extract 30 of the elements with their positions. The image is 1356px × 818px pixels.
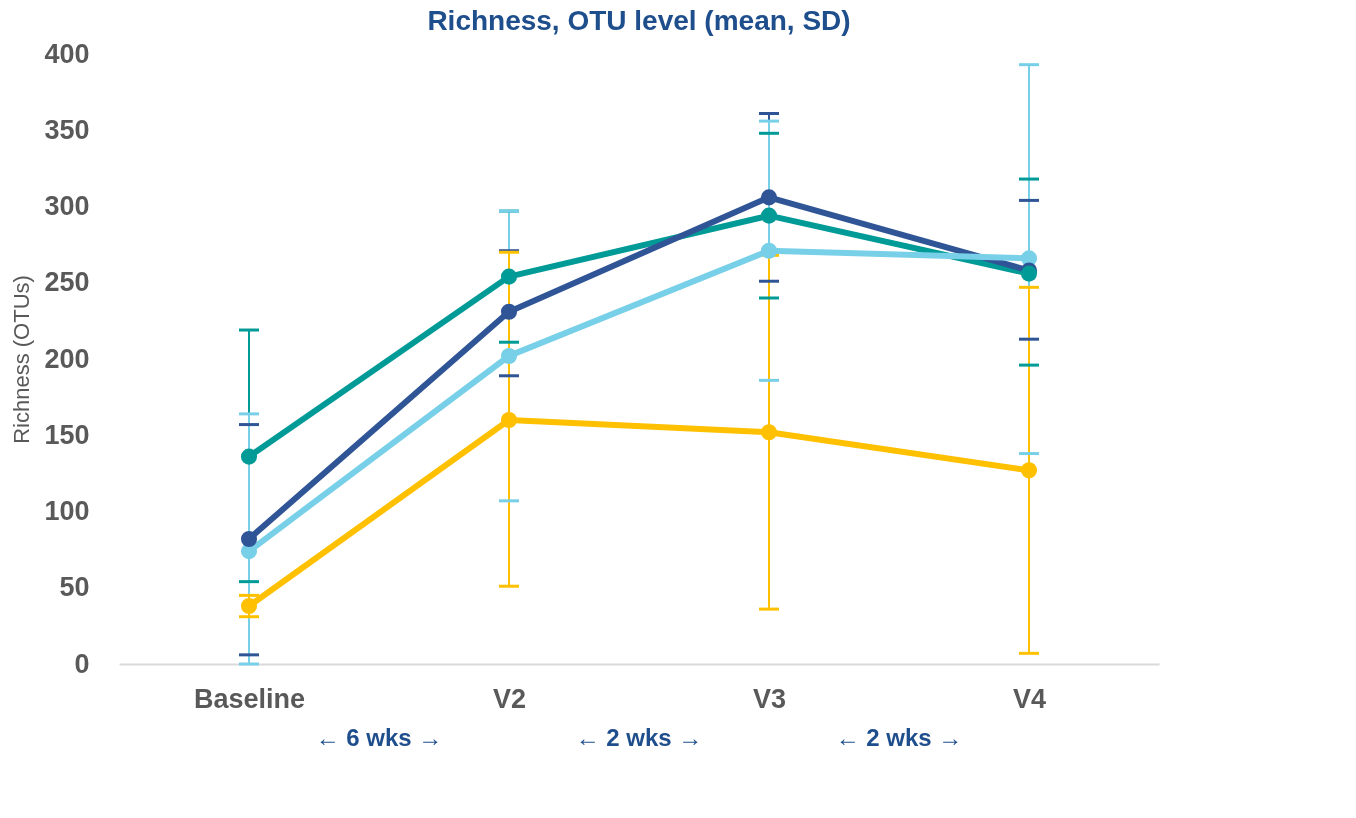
y-tick-label: 200 bbox=[44, 343, 90, 374]
point bbox=[760, 242, 778, 259]
x-tick-label: V2 bbox=[492, 683, 527, 714]
y-tick-label: 400 bbox=[44, 38, 90, 69]
point bbox=[240, 530, 258, 547]
point bbox=[240, 598, 258, 615]
point bbox=[500, 411, 518, 429]
point bbox=[760, 189, 778, 206]
chart-title: Richness, OTU level (mean, SD) bbox=[427, 5, 851, 36]
point bbox=[760, 207, 778, 224]
text: ← 2 wks → bbox=[575, 724, 703, 751]
y-tick-label: 100 bbox=[44, 496, 90, 526]
point bbox=[240, 448, 258, 465]
y-tick-label: 250 bbox=[44, 267, 90, 298]
y-tick-label: 0 bbox=[74, 648, 90, 679]
point bbox=[1020, 462, 1038, 479]
y-tick-label: 350 bbox=[44, 114, 90, 145]
y-tick-label: 150 bbox=[44, 419, 90, 450]
point bbox=[760, 424, 778, 441]
x-tick-label: V4 bbox=[1012, 683, 1047, 714]
point bbox=[500, 303, 518, 320]
text: ← 6 wks → bbox=[315, 724, 443, 751]
y-tick-label: 50 bbox=[59, 572, 90, 603]
x-tick-label: V3 bbox=[752, 683, 787, 714]
y-axis-title: Richness (OTUs) bbox=[9, 275, 35, 444]
point bbox=[500, 268, 518, 285]
point bbox=[500, 347, 518, 364]
y-tick-label: 300 bbox=[44, 191, 90, 221]
x-tick-label: Baseline bbox=[193, 683, 306, 714]
text: ← 2 wks → bbox=[835, 724, 963, 751]
